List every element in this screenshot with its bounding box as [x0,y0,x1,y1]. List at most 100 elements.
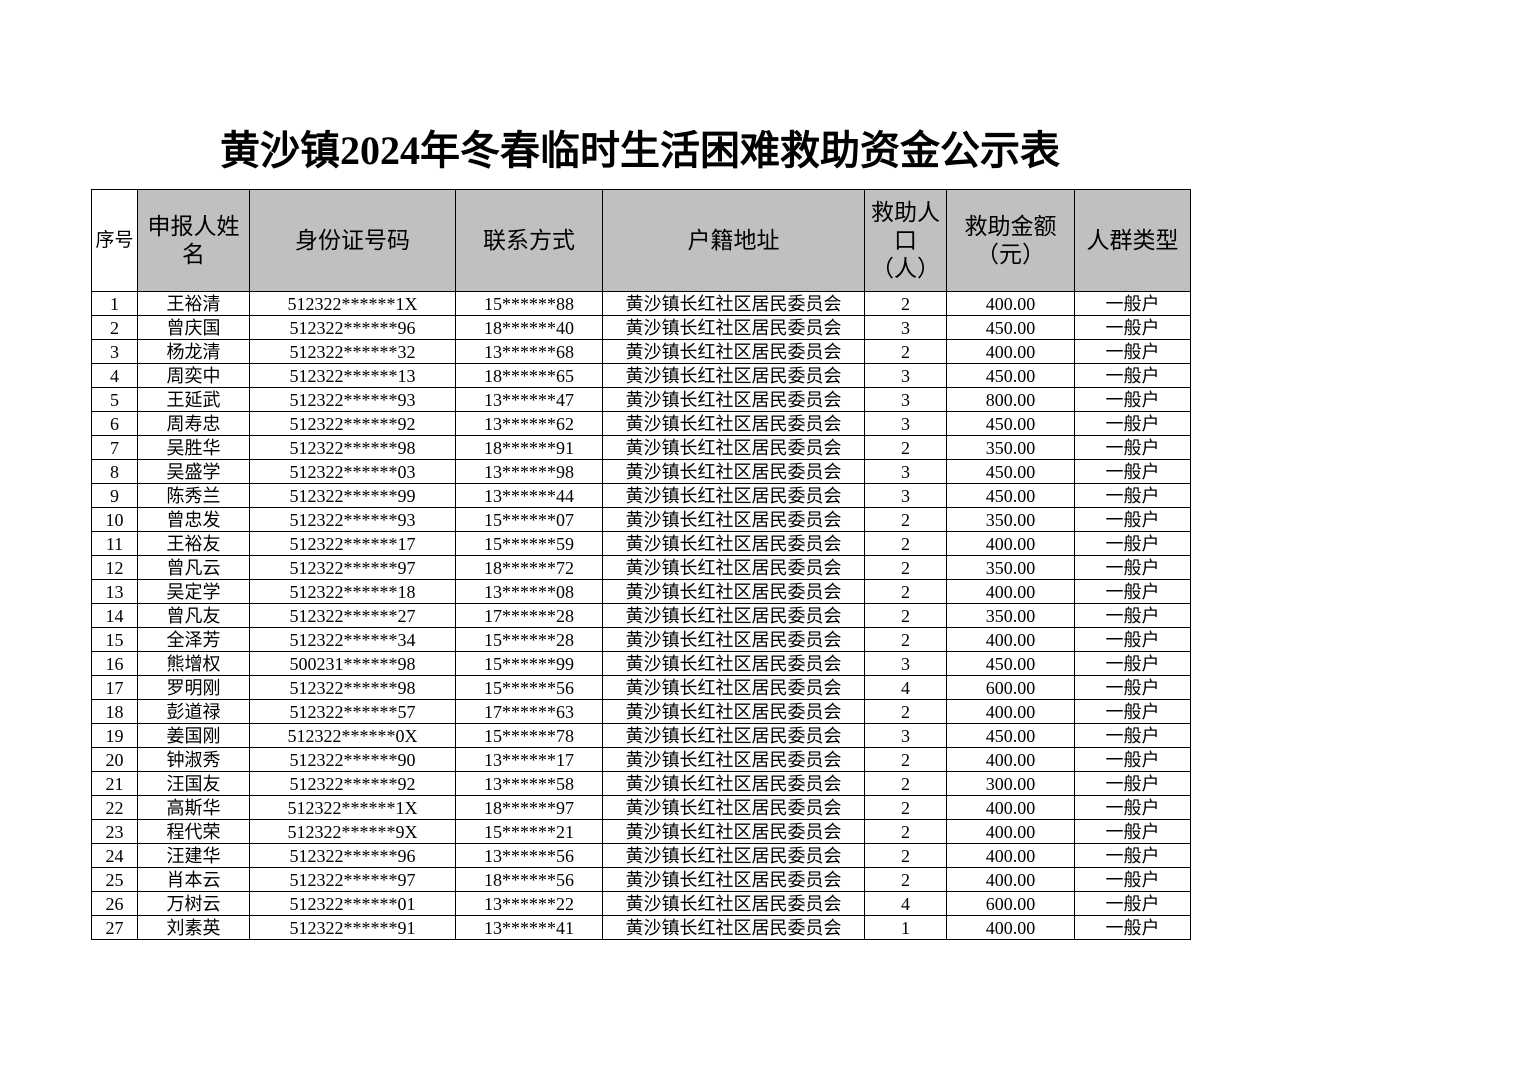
cell-seq: 5 [91,387,138,412]
cell-id-number: 512322******18 [249,579,456,604]
cell-seq: 19 [91,723,138,748]
cell-name: 曾凡云 [137,555,250,580]
cell-people-count: 2 [864,771,947,796]
cell-amount: 400.00 [946,747,1075,772]
table-row: 2 曾庆国 512322******96 18******40 黄沙镇长红社区居民委员会… [91,315,1191,340]
table-row: 7 吴胜华 512322******98 18******91 黄沙镇长红社区居民委员会… [91,435,1191,460]
cell-address: 黄沙镇长红社区居民委员会 [602,723,865,748]
cell-id-number: 512322******27 [249,603,456,628]
cell-seq: 18 [91,699,138,724]
header-people-count: 救助人口（人） [864,189,947,292]
cell-contact: 15******28 [455,627,603,652]
cell-seq: 4 [91,363,138,388]
cell-name: 吴胜华 [137,435,250,460]
cell-contact: 13******58 [455,771,603,796]
cell-people-count: 2 [864,603,947,628]
cell-seq: 15 [91,627,138,652]
cell-id-number: 512322******13 [249,363,456,388]
header-name: 申报人姓名 [137,189,250,292]
cell-seq: 11 [91,531,138,556]
cell-name: 姜国刚 [137,723,250,748]
cell-seq: 21 [91,771,138,796]
cell-id-number: 512322******01 [249,891,456,916]
cell-seq: 16 [91,651,138,676]
cell-seq: 20 [91,747,138,772]
cell-amount: 400.00 [946,795,1075,820]
cell-group-type: 一般户 [1074,891,1191,916]
cell-id-number: 512322******34 [249,627,456,652]
cell-amount: 400.00 [946,867,1075,892]
header-group-type: 人群类型 [1074,189,1191,292]
cell-seq: 9 [91,483,138,508]
cell-address: 黄沙镇长红社区居民委员会 [602,915,865,940]
cell-group-type: 一般户 [1074,627,1191,652]
cell-name: 吴定学 [137,579,250,604]
table-row: 12 曾凡云 512322******97 18******72 黄沙镇长红社区居民委员… [91,555,1191,580]
cell-seq: 23 [91,819,138,844]
cell-address: 黄沙镇长红社区居民委员会 [602,627,865,652]
table-row: 15 全泽芳 512322******34 15******28 黄沙镇长红社区居民委员… [91,627,1191,652]
cell-id-number: 512322******98 [249,435,456,460]
cell-name: 高斯华 [137,795,250,820]
cell-id-number: 512322******98 [249,675,456,700]
cell-people-count: 2 [864,579,947,604]
cell-contact: 15******59 [455,531,603,556]
table-row: 21 汪国友 512322******92 13******58 黄沙镇长红社区居民委员… [91,771,1191,796]
cell-amount: 400.00 [946,627,1075,652]
cell-group-type: 一般户 [1074,795,1191,820]
cell-name: 全泽芳 [137,627,250,652]
cell-amount: 600.00 [946,675,1075,700]
cell-group-type: 一般户 [1074,363,1191,388]
table-row: 1 王裕清 512322******1X 15******88 黄沙镇长红社区居民委员会… [91,291,1191,316]
cell-name: 周寿忠 [137,411,250,436]
table-row: 26 万树云 512322******01 13******22 黄沙镇长红社区居民委员… [91,891,1191,916]
cell-contact: 15******56 [455,675,603,700]
cell-name: 陈秀兰 [137,483,250,508]
cell-id-number: 512322******91 [249,915,456,940]
cell-name: 杨龙清 [137,339,250,364]
cell-people-count: 2 [864,843,947,868]
table-row: 27 刘素英 512322******91 13******41 黄沙镇长红社区居民委员… [91,915,1191,940]
cell-group-type: 一般户 [1074,411,1191,436]
cell-people-count: 3 [864,315,947,340]
cell-contact: 13******41 [455,915,603,940]
cell-people-count: 2 [864,555,947,580]
table-row: 5 王延武 512322******93 13******47 黄沙镇长红社区居民委员会… [91,387,1191,412]
cell-address: 黄沙镇长红社区居民委员会 [602,891,865,916]
cell-seq: 13 [91,579,138,604]
cell-group-type: 一般户 [1074,435,1191,460]
table-row: 23 程代荣 512322******9X 15******21 黄沙镇长红社区居民委员… [91,819,1191,844]
cell-group-type: 一般户 [1074,507,1191,532]
cell-contact: 13******62 [455,411,603,436]
header-row: 序号 申报人姓名 身份证号码 联系方式 户籍地址 救助人口（人） 救助金额（元）… [91,189,1191,292]
cell-people-count: 2 [864,339,947,364]
table-body: 1 王裕清 512322******1X 15******88 黄沙镇长红社区居民委员会… [91,291,1191,940]
cell-seq: 27 [91,915,138,940]
cell-address: 黄沙镇长红社区居民委员会 [602,819,865,844]
cell-name: 熊增权 [137,651,250,676]
cell-group-type: 一般户 [1074,579,1191,604]
cell-seq: 22 [91,795,138,820]
cell-amount: 400.00 [946,915,1075,940]
cell-contact: 18******65 [455,363,603,388]
cell-group-type: 一般户 [1074,747,1191,772]
cell-amount: 400.00 [946,819,1075,844]
cell-name: 曾忠发 [137,507,250,532]
cell-name: 万树云 [137,891,250,916]
cell-address: 黄沙镇长红社区居民委员会 [602,675,865,700]
cell-contact: 17******63 [455,699,603,724]
cell-id-number: 512322******92 [249,771,456,796]
cell-amount: 400.00 [946,531,1075,556]
cell-address: 黄沙镇长红社区居民委员会 [602,651,865,676]
cell-contact: 18******40 [455,315,603,340]
cell-contact: 15******88 [455,291,603,316]
header-id-number: 身份证号码 [249,189,456,292]
cell-people-count: 2 [864,507,947,532]
cell-seq: 24 [91,843,138,868]
cell-contact: 15******07 [455,507,603,532]
cell-address: 黄沙镇长红社区居民委员会 [602,699,865,724]
cell-contact: 17******28 [455,603,603,628]
cell-people-count: 2 [864,747,947,772]
cell-contact: 13******08 [455,579,603,604]
cell-amount: 800.00 [946,387,1075,412]
